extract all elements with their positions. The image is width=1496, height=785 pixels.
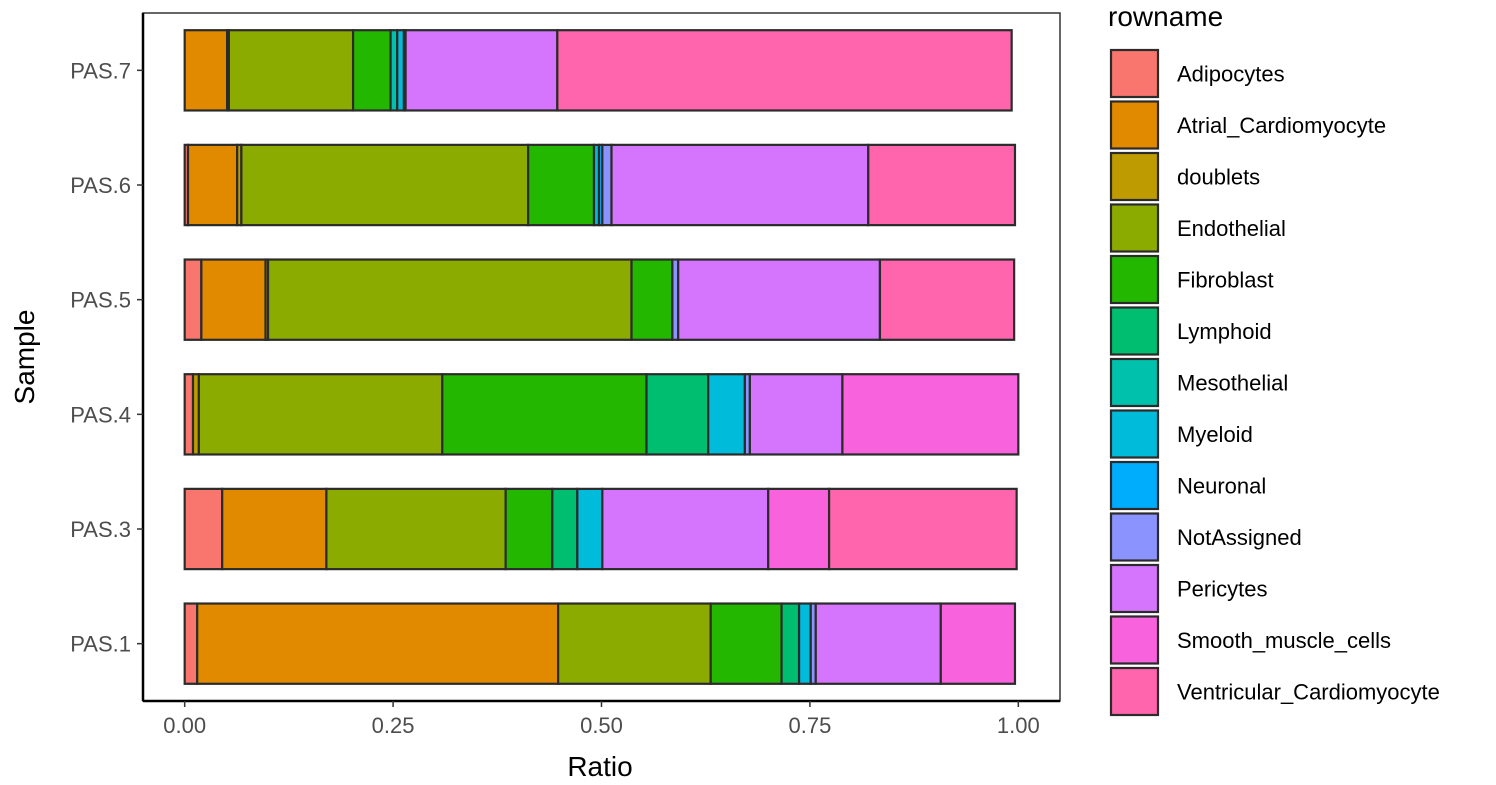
bar-segment-pas-5-pericytes xyxy=(677,258,882,341)
legend-key-myeloid xyxy=(1109,409,1160,459)
bar-segment-pas-1-myeloid xyxy=(797,602,812,685)
legend-key-atrial-cardiomyocyte xyxy=(1109,100,1160,150)
legend-key-adipocytes xyxy=(1109,48,1160,99)
bar-segment-pas-7-endothelial xyxy=(227,29,355,112)
bar-segment-pas-3-myeloid xyxy=(576,487,604,571)
legend-label: NotAssigned xyxy=(1177,525,1302,550)
legend-key-endothelial xyxy=(1109,203,1160,253)
legend-label: Pericytes xyxy=(1177,577,1267,602)
bar-segment-pas-6-fibroblast xyxy=(527,143,596,227)
bar-segment-pas-1-lymphoid xyxy=(780,602,801,685)
bar-segment-pas-7-atrial-cardiomyocyte xyxy=(183,29,229,112)
bar-segment-pas-1-atrial-cardiomyocyte xyxy=(196,602,560,685)
bar-segment-pas-3-fibroblast xyxy=(504,487,554,571)
bar-segment-pas-6-ventricular-cardiomyocyte xyxy=(867,143,1017,227)
bar-segment-pas-4-lymphoid xyxy=(645,373,710,456)
bar-segment-pas-3-pericytes xyxy=(601,487,770,571)
legend-label: Smooth_muscle_cells xyxy=(1177,628,1391,653)
bar-segment-pas-3-ventricular-cardiomyocyte xyxy=(827,487,1018,571)
legend-label: Endothelial xyxy=(1177,216,1286,241)
bar-segment-pas-1-adipocytes xyxy=(183,602,199,685)
legend-label: Ventricular_Cardiomyocyte xyxy=(1177,680,1440,705)
bar-segment-pas-3-atrial-cardiomyocyte xyxy=(221,487,328,571)
bar-segment-pas-4-smooth-muscle-cells xyxy=(841,373,1020,456)
y-tick-label: PAS.6 xyxy=(70,173,131,198)
bar-segment-pas-4-myeloid xyxy=(707,373,746,456)
bar-segment-pas-6-atrial-cardiomyocyte xyxy=(186,143,239,227)
bar-segment-pas-4-endothelial xyxy=(197,373,444,456)
y-tick-label: PAS.1 xyxy=(70,632,131,657)
bar-segment-pas-3-endothelial xyxy=(325,487,507,571)
legend-key-pericytes xyxy=(1109,563,1160,614)
x-tick-label: 0.75 xyxy=(788,713,831,738)
legend-key-ventricular-cardiomyocyte xyxy=(1109,666,1160,717)
bar-segment-pas-6-endothelial xyxy=(240,143,530,227)
y-tick-label: PAS.7 xyxy=(70,58,131,83)
legend-label: Mesothelial xyxy=(1177,371,1288,396)
x-axis-title: Ratio xyxy=(567,751,632,782)
legend-label: Fibroblast xyxy=(1177,268,1274,293)
legend-key-fibroblast xyxy=(1109,254,1160,305)
y-tick-label: PAS.5 xyxy=(70,288,131,313)
bar-segment-pas-7-pericytes xyxy=(404,29,559,112)
bar-segment-pas-5-atrial-cardiomyocyte xyxy=(200,258,267,341)
legend-key-lymphoid xyxy=(1109,306,1160,356)
bar-segment-pas-4-adipocytes xyxy=(183,373,195,456)
legend-key-mesothelial xyxy=(1109,357,1160,408)
bar-segment-pas-3-smooth-muscle-cells xyxy=(767,487,831,571)
legend-label: Neuronal xyxy=(1177,474,1266,499)
legend-key-neuronal xyxy=(1109,460,1160,511)
bar-segment-pas-1-fibroblast xyxy=(709,602,783,685)
axes-layer: PAS.1 PAS.3 PAS.4 PAS.5 PAS.6 PAS.7 0.00 0.25 0.… xyxy=(70,13,1060,738)
bar-segment-pas-6-notassigned xyxy=(601,143,613,227)
legend-label: Atrial_Cardiomyocyte xyxy=(1177,113,1386,138)
bars-layer xyxy=(183,29,1020,685)
bar-segment-pas-1-smooth-muscle-cells xyxy=(939,602,1017,685)
bar-segment-pas-7-ventricular-cardiomyocyte xyxy=(556,29,1013,112)
bar-segment-pas-5-endothelial xyxy=(266,258,633,341)
bar-segment-pas-3-adipocytes xyxy=(183,487,224,571)
bar-segment-pas-6-pericytes xyxy=(610,143,870,227)
legend-label: Lymphoid xyxy=(1177,319,1272,344)
x-tick-label: 0.25 xyxy=(372,713,415,738)
legend-key-doublets xyxy=(1109,151,1160,202)
bar-segment-pas-1-pericytes xyxy=(814,602,942,685)
plot-panel xyxy=(142,12,1061,702)
x-tick-label: 1.00 xyxy=(997,713,1040,738)
y-tick-label: PAS.3 xyxy=(70,517,131,542)
bar-segment-pas-3-lymphoid xyxy=(551,487,579,571)
bar-segment-pas-4-fibroblast xyxy=(441,373,648,456)
bar-segment-pas-4-pericytes xyxy=(748,373,844,456)
y-tick-label: PAS.4 xyxy=(70,402,131,427)
x-tick-label: 0.00 xyxy=(163,713,206,738)
legend-key-smooth-muscle-cells xyxy=(1109,615,1160,665)
y-axis-title: Sample xyxy=(9,310,40,405)
legend-label: doublets xyxy=(1177,165,1260,190)
bar-segment-pas-5-adipocytes xyxy=(183,258,203,341)
x-tick-label: 0.50 xyxy=(580,713,623,738)
legend-label: Myeloid xyxy=(1177,422,1253,447)
legend-key-notassigned xyxy=(1109,512,1160,562)
legend: Adipocytes Atrial_Cardiomyocyte doublets En… xyxy=(1109,48,1440,717)
bar-segment-pas-1-endothelial xyxy=(557,602,712,685)
bar-segment-pas-5-ventricular-cardiomyocyte xyxy=(878,258,1016,341)
bar-segment-pas-5-fibroblast xyxy=(630,258,674,341)
bar-segment-pas-7-fibroblast xyxy=(351,29,392,112)
legend-title: rowname xyxy=(1108,1,1223,32)
legend-label: Adipocytes xyxy=(1177,62,1285,87)
